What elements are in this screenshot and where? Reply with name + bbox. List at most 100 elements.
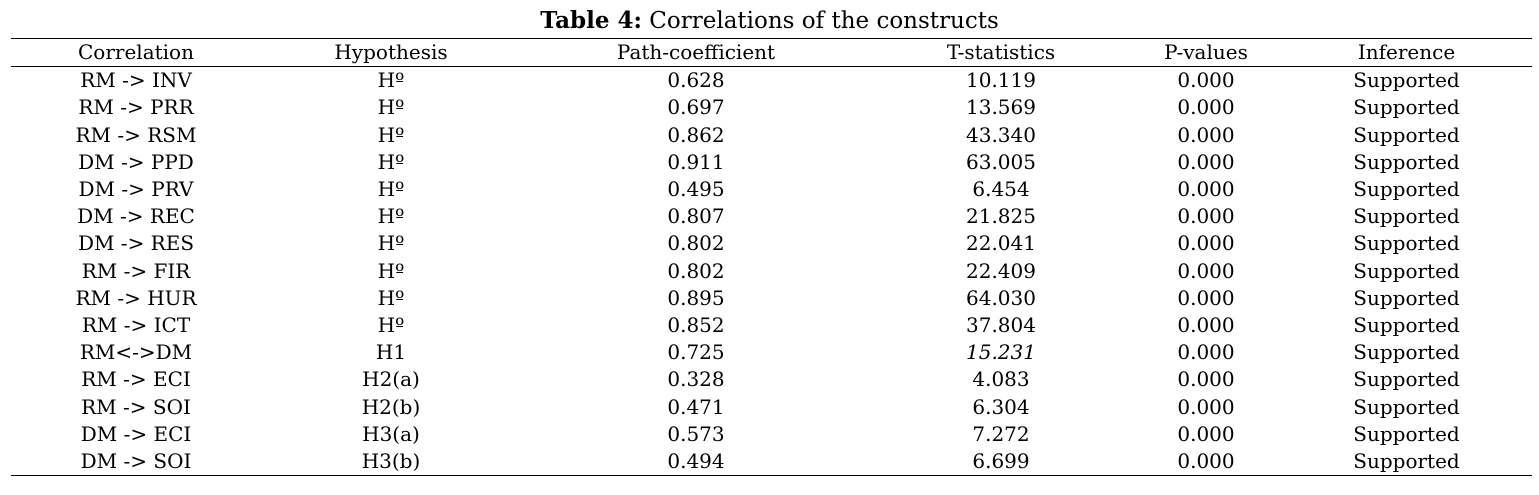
cell-inference: Supported: [1353, 448, 1460, 473]
cell-path-coefficient: 0.494: [667, 448, 725, 473]
cell-hypothesis: Hº: [377, 231, 405, 256]
cell-correlation: RM -> HUR: [75, 285, 197, 310]
cell-p-value: 0.000: [1177, 367, 1235, 392]
cell-p-value: 0.000: [1177, 204, 1235, 229]
cell-t-statistics: 6.304: [972, 394, 1030, 419]
cell-p-value: 0.000: [1177, 340, 1235, 365]
cell-inference: Supported: [1353, 421, 1460, 446]
cell-p-value: 0.000: [1177, 258, 1235, 283]
cell-correlation: RM -> ICT: [81, 312, 191, 337]
cell-path-coefficient: 0.807: [667, 204, 725, 229]
table-row: DM -> PRV Hº 0.495 6.454 0.000 Supported: [11, 176, 1532, 203]
cell-inference: Supported: [1353, 231, 1460, 256]
cell-path-coefficient: 0.911: [667, 149, 725, 174]
table-row: RM<->DM H1 0.725 15.231 0.000 Supported: [11, 339, 1532, 366]
table-row: DM -> PPD Hº 0.911 63.005 0.000 Supported: [11, 149, 1532, 176]
cell-p-value: 0.000: [1177, 68, 1235, 93]
cell-inference: Supported: [1353, 122, 1460, 147]
cell-t-statistics: 7.272: [972, 421, 1030, 446]
cell-inference: Supported: [1353, 149, 1460, 174]
cell-t-statistics: 21.825: [966, 204, 1036, 229]
cell-correlation: RM<->DM: [79, 340, 193, 365]
cell-t-statistics: 10.119: [966, 68, 1036, 93]
cell-inference: Supported: [1353, 340, 1460, 365]
cell-correlation: RM -> SOI: [81, 394, 191, 419]
cell-hypothesis: Hº: [377, 68, 405, 93]
cell-path-coefficient: 0.862: [667, 122, 725, 147]
table-row: DM -> RES Hº 0.802 22.041 0.000 Supported: [11, 230, 1532, 257]
cell-t-statistics: 63.005: [966, 149, 1036, 174]
cell-correlation: DM -> SOI: [80, 448, 192, 473]
table-caption: Table 4: Correlations of the constructs: [0, 6, 1539, 36]
cell-t-statistics: 13.569: [966, 95, 1036, 120]
correlations-table: Correlation Hypothesis Path-coefficient …: [11, 38, 1532, 476]
cell-hypothesis: Hº: [377, 149, 405, 174]
cell-correlation: RM -> RSM: [75, 122, 197, 147]
cell-p-value: 0.000: [1177, 312, 1235, 337]
cell-t-statistics: 22.409: [966, 258, 1036, 283]
cell-path-coefficient: 0.697: [667, 95, 725, 120]
cell-t-statistics: 43.340: [966, 122, 1036, 147]
cell-p-value: 0.000: [1177, 394, 1235, 419]
cell-hypothesis: H3(a): [362, 421, 420, 446]
cell-inference: Supported: [1353, 394, 1460, 419]
cell-path-coefficient: 0.495: [667, 177, 725, 202]
cell-t-statistics: 22.041: [966, 231, 1036, 256]
table-body: RM -> INV Hº 0.628 10.119 0.000 Supported RM -…: [11, 67, 1532, 476]
table-row: RM -> PRR Hº 0.697 13.569 0.000 Supported: [11, 94, 1532, 121]
cell-path-coefficient: 0.852: [667, 312, 725, 337]
cell-t-statistics: 37.804: [966, 312, 1036, 337]
column-header-hypothesis: Hypothesis: [334, 40, 448, 65]
cell-inference: Supported: [1353, 204, 1460, 229]
cell-correlation: RM -> FIR: [81, 258, 191, 283]
column-header-path-coefficient: Path-coefficient: [616, 40, 776, 65]
cell-inference: Supported: [1353, 312, 1460, 337]
cell-inference: Supported: [1353, 68, 1460, 93]
cell-correlation: RM -> INV: [80, 68, 192, 93]
cell-t-statistics: 6.699: [972, 448, 1030, 473]
cell-hypothesis: H3(b): [361, 448, 421, 473]
table-row: RM -> RSM Hº 0.862 43.340 0.000 Supported: [11, 122, 1532, 149]
cell-correlation: DM -> PRV: [78, 177, 194, 202]
column-header-inference: Inference: [1357, 40, 1456, 65]
cell-hypothesis: Hº: [377, 122, 405, 147]
table-row: DM -> SOI H3(b) 0.494 6.699 0.000 Supported: [11, 448, 1532, 476]
cell-hypothesis: H1: [375, 340, 407, 365]
table-row: DM -> REC Hº 0.807 21.825 0.000 Supported: [11, 203, 1532, 230]
cell-hypothesis: Hº: [377, 285, 405, 310]
cell-hypothesis: H2(a): [362, 367, 420, 392]
cell-t-statistics: 15.231: [966, 340, 1036, 365]
cell-correlation: DM -> ECI: [80, 421, 192, 446]
cell-path-coefficient: 0.895: [667, 285, 725, 310]
cell-path-coefficient: 0.802: [667, 258, 725, 283]
table-row: RM -> ECI H2(a) 0.328 4.083 0.000 Supported: [11, 366, 1532, 393]
cell-t-statistics: 4.083: [972, 367, 1030, 392]
cell-t-statistics: 64.030: [966, 285, 1036, 310]
cell-correlation: DM -> REC: [77, 204, 195, 229]
cell-p-value: 0.000: [1177, 149, 1235, 174]
table-row: DM -> ECI H3(a) 0.573 7.272 0.000 Supported: [11, 421, 1532, 448]
cell-hypothesis: Hº: [377, 95, 405, 120]
table-row: RM -> SOI H2(b) 0.471 6.304 0.000 Supported: [11, 393, 1532, 420]
cell-path-coefficient: 0.471: [667, 394, 725, 419]
cell-p-value: 0.000: [1177, 285, 1235, 310]
cell-inference: Supported: [1353, 285, 1460, 310]
cell-correlation: DM -> PPD: [78, 149, 194, 174]
cell-t-statistics: 6.454: [972, 177, 1030, 202]
cell-p-value: 0.000: [1177, 177, 1235, 202]
cell-path-coefficient: 0.725: [667, 340, 725, 365]
table-caption-text: Correlations of the constructs: [642, 8, 999, 34]
cell-hypothesis: Hº: [377, 312, 405, 337]
cell-inference: Supported: [1353, 258, 1460, 283]
cell-inference: Supported: [1353, 367, 1460, 392]
cell-hypothesis: H2(b): [361, 394, 421, 419]
column-header-t-statistics: T-statistics: [946, 40, 1056, 65]
cell-path-coefficient: 0.328: [667, 367, 725, 392]
column-header-correlation: Correlation: [78, 40, 194, 65]
table-row: RM -> ICT Hº 0.852 37.804 0.000 Supported: [11, 312, 1532, 339]
cell-hypothesis: Hº: [377, 177, 405, 202]
cell-p-value: 0.000: [1177, 448, 1235, 473]
cell-hypothesis: Hº: [377, 258, 405, 283]
table-caption-label: Table 4:: [540, 7, 642, 34]
cell-path-coefficient: 0.573: [667, 421, 725, 446]
